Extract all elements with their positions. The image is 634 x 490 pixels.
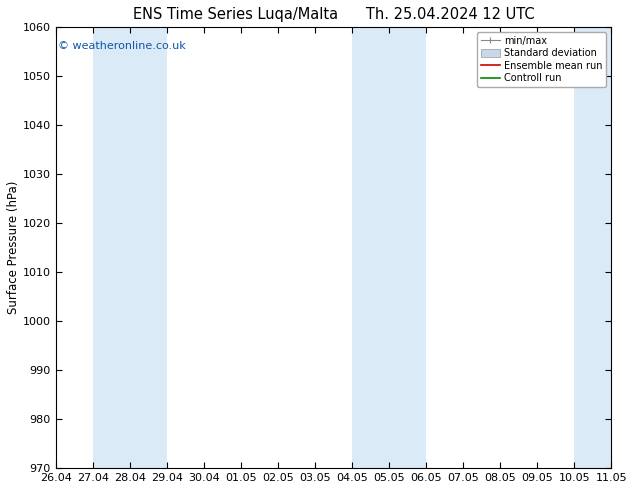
Title: ENS Time Series Luqa/Malta      Th. 25.04.2024 12 UTC: ENS Time Series Luqa/Malta Th. 25.04.202… xyxy=(133,7,534,22)
Bar xyxy=(574,27,611,468)
Y-axis label: Surface Pressure (hPa): Surface Pressure (hPa) xyxy=(7,181,20,315)
Bar xyxy=(93,27,167,468)
Bar xyxy=(352,27,426,468)
Text: © weatheronline.co.uk: © weatheronline.co.uk xyxy=(58,41,186,50)
Legend: min/max, Standard deviation, Ensemble mean run, Controll run: min/max, Standard deviation, Ensemble me… xyxy=(477,32,606,87)
